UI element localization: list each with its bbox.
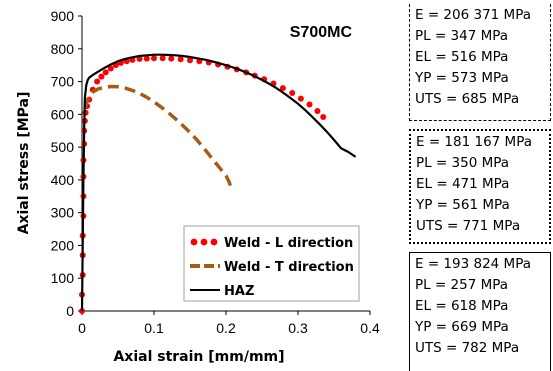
haz-property-line: E = 193 824 MPa [415,256,531,272]
weld-t-properties-box: E = 181 167 MPa PL = 350 MPa EL = 471 MPa Y… [409,129,551,244]
y-tick-label: 900 [51,8,75,24]
legend-label-weld-t-direction: Weld - T direction [224,260,354,275]
x-tick-label: 0.3 [288,320,308,336]
legend-label-haz: HAZ [224,284,254,299]
haz-properties-box: E = 193 824 MPa PL = 257 MPa EL = 618 MPa Y… [409,252,551,371]
weld-l-property-line: EL = 516 MPa [415,49,509,65]
weld-l-direction-point [168,55,175,62]
x-tick-label: 0.2 [216,320,236,336]
stress-strain-chart: 0 100 200 300 400 500 600 700 800 900 0 0.1 0.2 0.3 0.… [16,8,380,365]
y-tick-label: 600 [51,106,75,122]
x-tick-label: 0.4 [360,320,380,336]
weld-l-direction-point [306,101,313,108]
weld-t-property-line: PL = 350 MPa [416,155,510,171]
weld-l-direction-point [151,55,157,62]
y-tick-label: 800 [51,41,75,57]
x-tick-label: 0 [78,320,86,336]
weld-l-property-line: YP = 573 MPa [415,70,509,86]
haz-property-line: EL = 618 MPa [415,298,509,314]
weld-l-direction-point [297,95,304,102]
haz-property-line: UTS = 782 MPa [415,340,520,356]
x-tick-label: 0.1 [144,320,164,336]
weld-l-direction-point [320,113,327,120]
weld-l-direction-point [98,73,105,80]
y-tick-label: 200 [51,237,75,253]
weld-t-property-line: UTS = 771 MPa [416,218,521,234]
legend-marker-weld-l-direction [190,238,198,246]
weld-t-property-line: E = 181 167 MPa [416,134,532,150]
haz-line [80,53,357,312]
y-tick-label: 700 [51,74,75,90]
legend-marker-weld-l-direction [200,238,208,246]
weld-l-properties-box: E = 206 371 MPa PL = 347 MPa EL = 516 MPa Y… [409,4,551,121]
y-axis-title: Axial stress [MPa] [16,92,32,235]
y-tick-label: 100 [51,270,75,286]
legend-marker-weld-l-direction [210,238,218,246]
y-tick-label: 400 [51,172,75,188]
weld-l-direction-point [177,56,184,63]
x-axis-title: Axial strain [mm/mm] [113,349,284,365]
chart-title: S700MC [290,24,353,41]
weld-l-direction-point [143,55,150,62]
weld-l-direction-point [159,55,166,62]
weld-t-property-line: YP = 561 MPa [416,197,510,213]
legend: Weld - L direction Weld - T direction HAZ [183,225,360,302]
y-tick-label: 0 [66,303,74,319]
y-tick-label: 500 [51,139,75,155]
legend-frame [183,225,360,302]
plot-area: 0 100 200 300 400 500 600 700 800 900 0 0.1 0.2 0.3 0.… [51,8,380,336]
weld-l-property-line: PL = 347 MPa [415,28,509,44]
weld-l-direction-point [94,78,101,85]
weld-l-direction-point [107,65,114,72]
weld-t-direction-line [83,84,233,188]
weld-l-direction-point [314,108,321,115]
haz-property-line: PL = 257 MPa [415,277,509,293]
weld-l-property-line: E = 206 371 MPa [415,7,531,23]
weld-l-property-line: UTS = 685 MPa [415,91,520,107]
weld-l-direction-point [136,55,143,62]
weld-l-direction-point [102,69,109,76]
weld-l-direction-point [279,85,286,92]
weld-l-direction-point [289,90,296,97]
weld-t-property-line: EL = 471 MPa [416,176,510,192]
weld-l-direction-point [187,57,193,64]
y-tick-label: 300 [51,205,75,221]
haz-property-line: YP = 669 MPa [415,319,509,335]
legend-label-weld-l-direction: Weld - L direction [224,236,353,251]
